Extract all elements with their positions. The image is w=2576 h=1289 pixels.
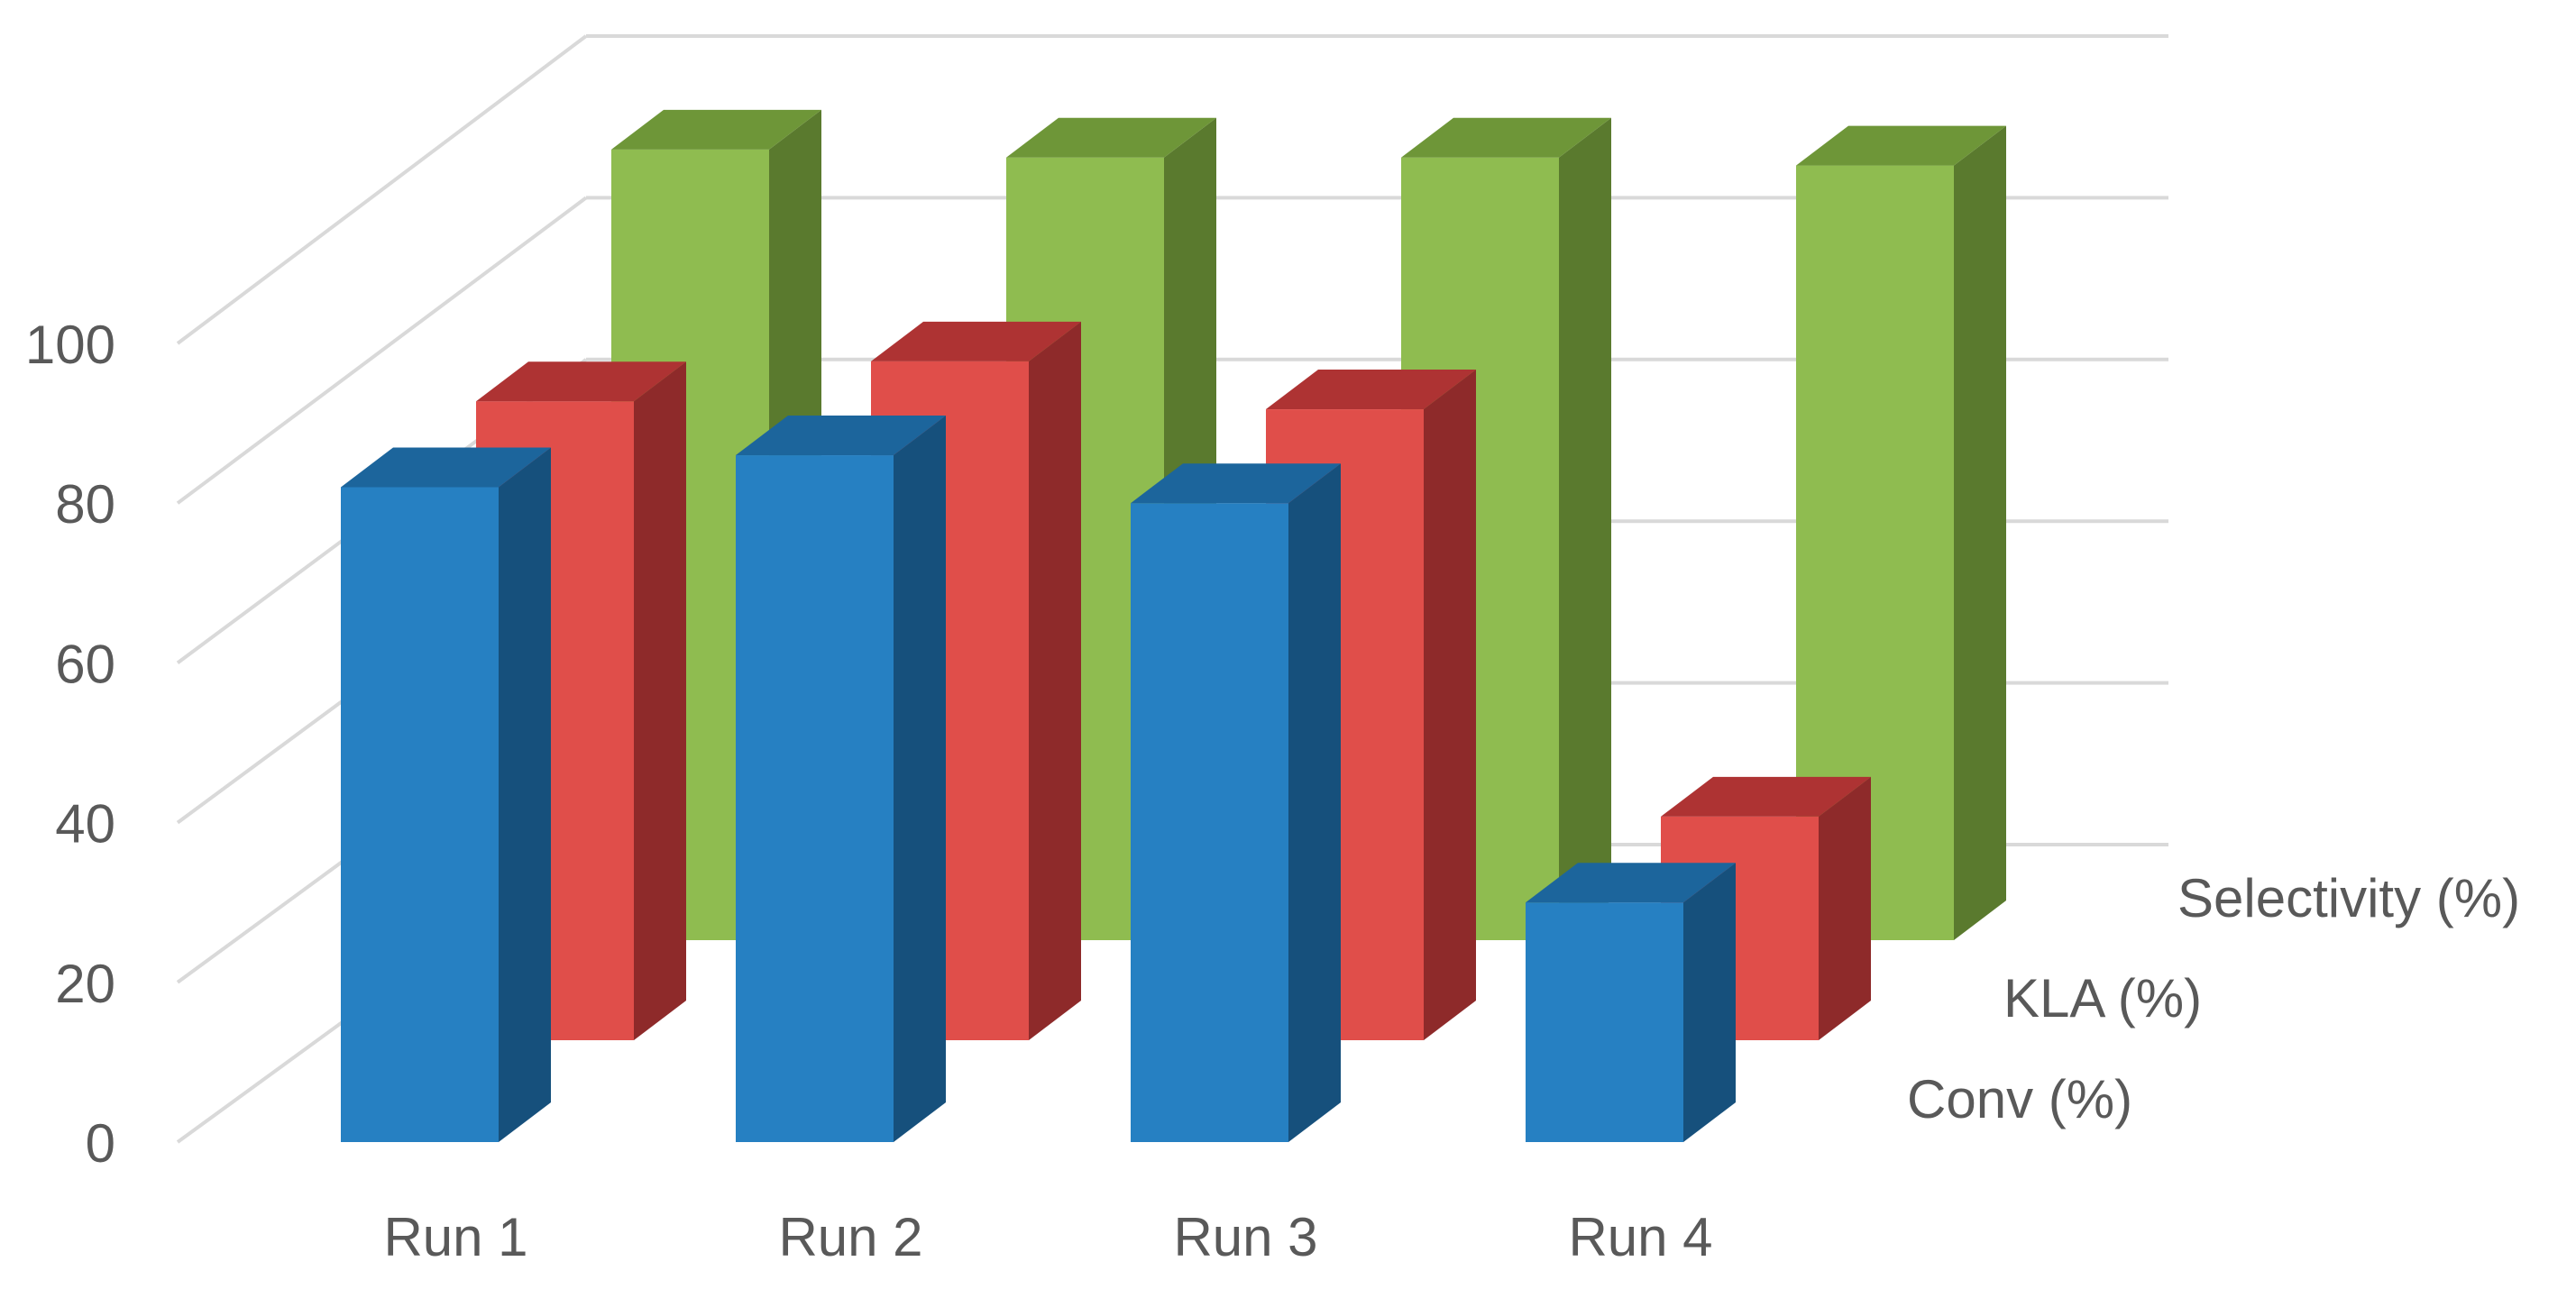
series-label: Selectivity (%) — [2177, 868, 2520, 928]
bar-side — [499, 447, 551, 1143]
bar-front — [1131, 503, 1288, 1142]
x-tick-label: Run 3 — [1173, 1207, 1317, 1267]
bar-0-0 — [341, 447, 551, 1143]
bar-front — [1526, 902, 1683, 1142]
bar-top — [1006, 117, 1216, 158]
bar-side — [1683, 863, 1736, 1142]
bar-top — [1131, 463, 1341, 504]
gridline-side — [176, 196, 588, 505]
x-axis-ticks: Run 1 Run 2 Run 3 Run 4 — [383, 1207, 1712, 1267]
bar-front — [736, 455, 894, 1142]
y-tick-label: 0 — [86, 1113, 115, 1174]
series-label: Conv (%) — [1907, 1069, 2132, 1129]
bar-top — [1526, 863, 1736, 903]
bar-side — [1819, 776, 1871, 1040]
y-axis-ticks: 0 20 40 60 80 100 — [25, 315, 115, 1174]
y-tick-label: 20 — [55, 954, 115, 1014]
bar-top — [871, 321, 1081, 361]
bar-0-2 — [1131, 463, 1341, 1142]
bars — [341, 109, 2006, 1143]
gridline-side — [176, 34, 588, 345]
x-tick-label: Run 1 — [383, 1207, 527, 1267]
x-tick-label: Run 4 — [1568, 1207, 1712, 1267]
bar-side — [894, 416, 946, 1142]
bar-side — [1559, 117, 1611, 941]
series-label: KLA (%) — [2003, 968, 2202, 1028]
bar-top — [341, 447, 551, 488]
bar-top — [1661, 776, 1871, 817]
y-tick-label: 100 — [25, 315, 115, 375]
bar-2-3 — [1796, 125, 2006, 940]
bar-top — [611, 109, 821, 150]
bar-0-1 — [736, 416, 946, 1142]
bar-1-3 — [1661, 776, 1871, 1040]
bar-0-3 — [1526, 863, 1736, 1142]
bar-top — [476, 361, 686, 402]
bar-top — [1796, 125, 2006, 166]
y-tick-label: 40 — [55, 794, 115, 855]
bar-top — [1266, 370, 1476, 410]
bar-side — [1288, 463, 1341, 1142]
bar-top — [736, 416, 946, 456]
bar-side — [1954, 125, 2006, 940]
y-tick-label: 80 — [55, 474, 115, 535]
bar-side — [634, 361, 686, 1040]
bar-side — [1029, 321, 1081, 1040]
x-tick-label: Run 2 — [778, 1207, 922, 1267]
bar-front — [341, 487, 499, 1142]
bar-side — [1424, 370, 1476, 1040]
depth-axis-labels: Conv (%) KLA (%) Selectivity (%) — [1907, 868, 2520, 1129]
y-tick-label: 60 — [55, 634, 115, 694]
bar-top — [1401, 117, 1611, 158]
